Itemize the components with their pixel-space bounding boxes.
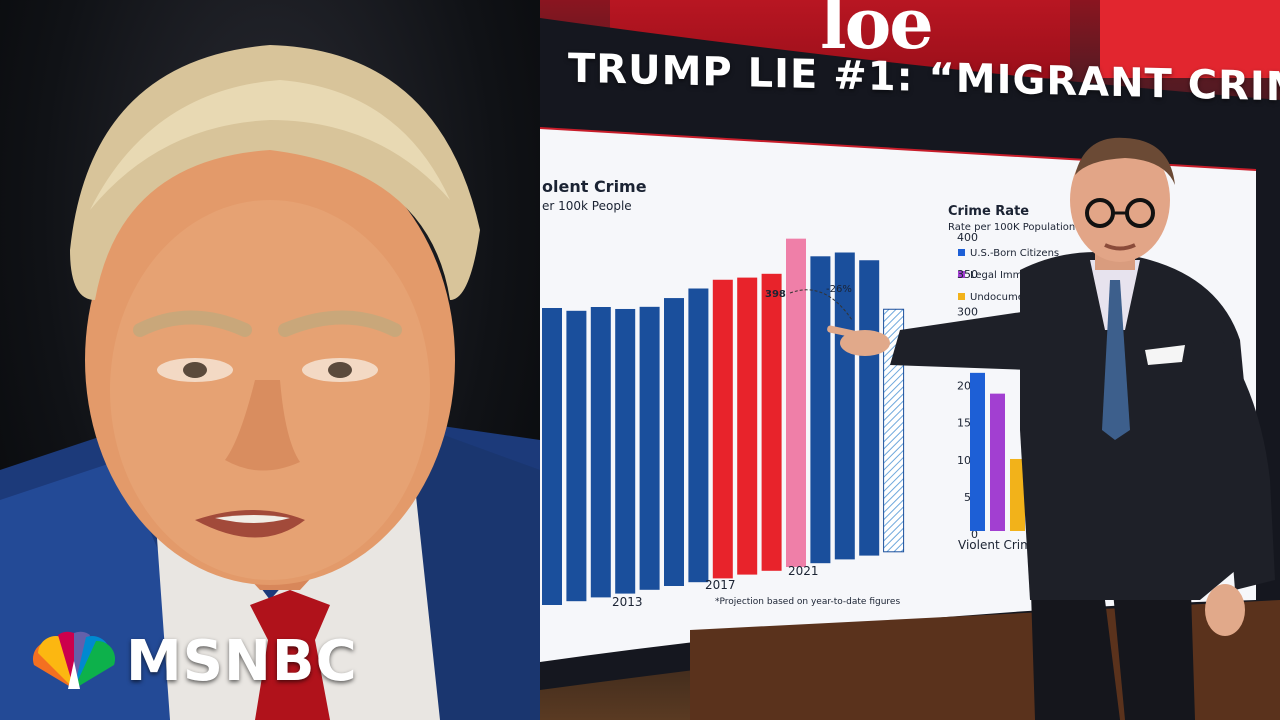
left-chart-trend-arrow — [789, 289, 853, 321]
studio-sign-text: loe — [820, 0, 934, 65]
right-chart-y-tick: 400 — [957, 231, 978, 244]
left-video-panel: MSNBC — [0, 0, 540, 720]
left-chart-bar — [786, 238, 806, 567]
left-chart-footnote: *Projection based on year-to-date figure… — [715, 597, 900, 607]
legend-label-undocumented: Undocumented I — [970, 292, 1053, 303]
right-chart-y-tick: 0 — [971, 528, 978, 541]
left-chart-bar — [639, 306, 660, 590]
right-chart-bar — [990, 393, 1005, 531]
left-chart-subtitle: er 100k People — [542, 199, 632, 213]
studio-sign-panel — [1100, 0, 1280, 78]
right-chart-y-tick: 300 — [957, 305, 978, 318]
right-chart-subtitle: Rate per 100K Population — [948, 222, 1075, 233]
legend-label-legal-immigrants: Legal Immigrants — [970, 270, 1057, 281]
speaker-portrait-image — [0, 45, 540, 720]
left-chart-bar — [566, 310, 587, 602]
right-chart-y-tick: 350 — [957, 268, 978, 281]
left-chart-peak-label: 398 — [765, 289, 786, 300]
right-chart-bar — [970, 372, 985, 531]
left-chart-bar — [737, 277, 758, 575]
left-chart-x-label-2021: 2021 — [788, 564, 819, 578]
presenter-figure — [827, 137, 1275, 720]
legend-swatch-us-born — [958, 249, 965, 256]
left-chart-title: olent Crime — [542, 177, 647, 196]
right-chart-bars — [970, 372, 1025, 531]
left-chart-bar — [761, 273, 782, 571]
right-chart-category-label: Violent Crime — [958, 538, 1039, 552]
legend-swatch-undocumented — [958, 293, 965, 300]
msnbc-logo: MSNBC — [28, 628, 358, 694]
legend-swatch-legal-immigrants — [958, 271, 965, 278]
left-chart-change-label: -26% — [826, 284, 852, 295]
left-chart-bar — [810, 256, 831, 564]
left-chart-bar — [542, 308, 562, 605]
msnbc-wordmark: MSNBC — [126, 628, 358, 694]
legend-label-us-born: U.S.-Born Citizens — [970, 248, 1059, 259]
left-chart-bar — [664, 298, 684, 586]
left-chart-x-label-2013: 2013 — [612, 595, 643, 609]
left-chart-bar — [883, 308, 905, 553]
left-chart-bar — [615, 308, 636, 594]
right-chart-bar — [1010, 458, 1025, 531]
left-chart-x-label-2017: 2017 — [705, 578, 736, 592]
left-chart-bar — [712, 279, 733, 579]
left-chart-bar — [688, 288, 709, 583]
left-chart-bar — [590, 307, 611, 598]
peacock-icon — [32, 631, 116, 689]
right-chart-legend: U.S.-Born Citizens Legal Immigrants Undo… — [958, 248, 1059, 303]
right-chart-title: Crime Rate — [948, 204, 1029, 219]
